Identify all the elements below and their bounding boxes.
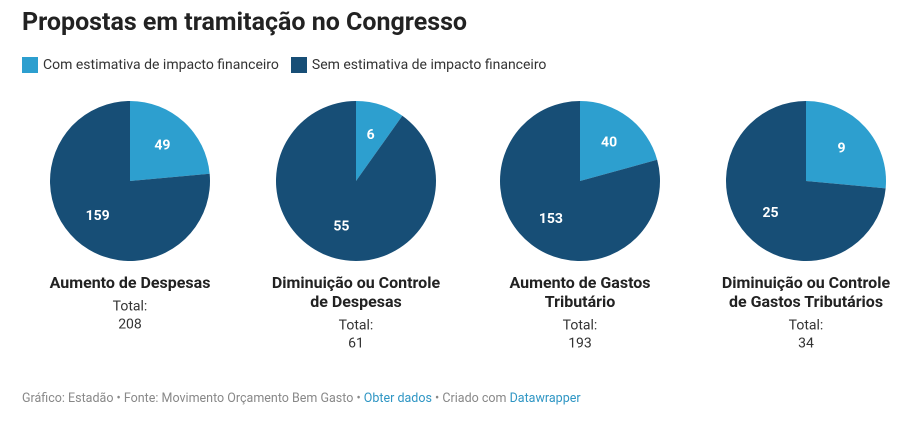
legend-swatch [22,57,38,73]
legend: Com estimativa de impacto financeiro Sem … [22,57,558,73]
pie-slice [806,101,886,189]
pie-slice [130,101,210,181]
value-label: 25 [762,205,778,221]
legend-item: Sem estimativa de impacto financeiro [290,57,547,73]
footer: Gráfico: Estadão • Fonte: Movimento Orça… [22,391,581,406]
total-label: Total: [339,318,374,334]
pie-slice [276,101,437,262]
total-label: Total: [563,318,598,334]
pie-slice [500,101,660,262]
footer-text: • Criado com [431,391,510,406]
pie-slice [356,101,403,181]
value-label: 9 [837,140,845,156]
total-value: 34 [798,336,814,352]
pie-title: Aumento de Despesas [50,273,211,292]
pie-slice [580,101,658,181]
total-value: 193 [568,336,592,352]
pie-slice [726,101,886,261]
value-label: 55 [333,218,349,234]
datawrapper-link[interactable]: Datawrapper [509,391,581,406]
chart-title: Propostas em tramitação no Congresso [22,8,468,37]
total-value: 61 [348,336,364,352]
footer-text: Gráfico: Estadão • Fonte: Movimento Orça… [22,391,364,406]
pie-title: de Despesas [310,292,402,311]
legend-item: Com estimativa de impacto financeiro [22,57,279,73]
value-label: 40 [601,135,617,151]
legend-swatch [290,57,307,73]
total-label: Total: [789,318,824,334]
total-value: 208 [118,317,142,333]
pie-title: Diminuição ou Controle [272,273,441,292]
pie-title: Aumento de Gastos [509,273,650,292]
value-label: 49 [154,137,170,153]
data-link[interactable]: Obter dados [363,391,432,406]
value-label: 153 [539,211,563,227]
pie-slice [49,101,210,262]
total-label: Total: [113,299,148,315]
pie-title: Tributário [545,292,616,311]
pie-title: de Gastos Tributários [729,292,883,311]
value-label: 6 [367,127,375,143]
legend-label: Sem estimativa de impacto financeiro [311,57,547,73]
pie-title: Diminuição ou Controle [722,273,891,292]
legend-label: Com estimativa de impacto financeiro [43,57,279,73]
value-label: 159 [86,208,110,224]
